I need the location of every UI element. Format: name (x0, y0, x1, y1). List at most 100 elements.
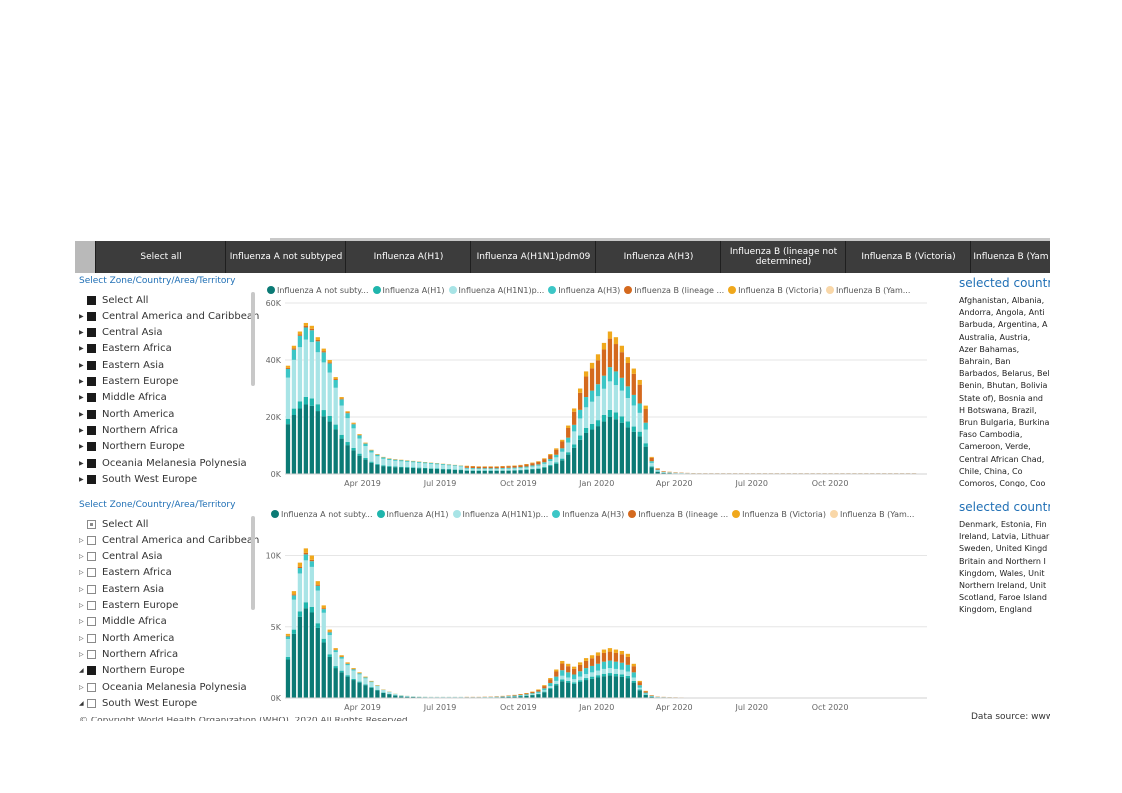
expand-arrow-icon[interactable]: ▶ (79, 394, 84, 402)
checkbox-icon[interactable] (87, 584, 96, 594)
slicer2-item[interactable]: ▷ North America (79, 630, 174, 646)
expand-arrow-icon[interactable]: ▷ (79, 634, 84, 642)
bar-segment (464, 470, 469, 474)
slicer1-item[interactable]: ▶ North America (79, 406, 174, 422)
legend-item[interactable]: Influenza A(H1N1)p... (452, 510, 548, 519)
checkbox-icon[interactable] (87, 442, 96, 452)
checkbox-icon[interactable] (87, 360, 96, 370)
checkbox-icon[interactable] (87, 425, 96, 435)
slicer2-item[interactable]: ▷ Eastern Asia (79, 581, 164, 597)
checkbox-icon[interactable] (87, 535, 96, 545)
expand-arrow-icon[interactable]: ▶ (79, 361, 84, 369)
expand-arrow-icon[interactable]: ▶ (79, 378, 84, 385)
expand-arrow-icon[interactable]: ◢ (79, 667, 84, 675)
slicer1-item[interactable]: ▶ Oceania Melanesia Polynesia (79, 455, 247, 471)
expand-arrow-icon[interactable]: ▷ (79, 569, 84, 577)
legend-item[interactable]: Influenza A(H3) (548, 286, 620, 295)
slicer2-item[interactable]: ◢ Northern Europe (79, 663, 185, 679)
bar-segment (309, 566, 314, 607)
legend-item[interactable]: Influenza A(H1) (376, 510, 449, 519)
slicer1-item[interactable]: ▶ Eastern Europe (79, 374, 178, 390)
checkbox-icon[interactable] (87, 409, 96, 419)
checkbox-icon[interactable] (87, 393, 96, 403)
slicer1-item[interactable]: ▶ South West Europe (79, 471, 197, 487)
checkbox-icon[interactable] (87, 295, 96, 305)
expand-arrow-icon[interactable]: ▶ (79, 459, 84, 467)
checkbox-icon[interactable] (87, 633, 96, 643)
legend-item[interactable]: Influenza B (Victoria) (732, 510, 826, 519)
expand-arrow-icon[interactable]: ▶ (79, 410, 84, 418)
checkbox-icon[interactable] (87, 666, 96, 676)
expand-arrow-icon[interactable]: ▷ (79, 602, 84, 609)
slicer2-item[interactable]: ◢ South West Europe (79, 695, 197, 711)
slicer-2-scrollbar[interactable] (251, 516, 255, 610)
tab-6[interactable]: Influenza B (Victoria) (845, 241, 971, 273)
slicer1-item[interactable]: ▶ Central Asia (79, 325, 163, 341)
slicer1-item[interactable]: ▶ Eastern Asia (79, 357, 164, 373)
checkbox-icon[interactable] (87, 682, 96, 692)
checkbox-icon[interactable] (87, 617, 96, 627)
slicer2-item[interactable]: ▷ Oceania Melanesia Polynesia (79, 679, 247, 695)
legend-item[interactable]: Influenza B (lineage ... (624, 286, 724, 295)
legend-item[interactable]: Influenza A not subty... (267, 286, 369, 295)
expand-arrow-icon[interactable]: ▷ (79, 618, 84, 626)
legend-item[interactable]: Influenza A(H1) (372, 286, 445, 295)
legend-item[interactable]: Influenza B (Yam... (825, 286, 910, 295)
checkbox-icon[interactable] (87, 377, 96, 386)
slicer1-item[interactable]: ▶ Northern Europe (79, 439, 185, 455)
expand-arrow-icon[interactable]: ▷ (79, 585, 84, 593)
checkbox-icon[interactable] (87, 474, 96, 484)
tab-5[interactable]: Influenza B (lineage not determined) (720, 241, 846, 273)
slicer2-item[interactable]: ▷ Eastern Europe (79, 598, 178, 614)
bar-segment (315, 411, 320, 474)
tab-1[interactable]: Influenza A not subtyped (225, 241, 346, 273)
tab-7[interactable]: Influenza B (Yam (970, 241, 1050, 273)
expand-arrow-icon[interactable]: ▷ (79, 536, 84, 544)
checkbox-icon[interactable] (87, 568, 96, 578)
checkbox-icon[interactable] (87, 601, 96, 610)
data-source-text[interactable]: Data source: www. (971, 712, 1050, 721)
expand-arrow-icon[interactable]: ▶ (79, 312, 84, 320)
legend-item[interactable]: Influenza B (Victoria) (728, 286, 822, 295)
legend-item[interactable]: Influenza A(H3) (552, 510, 624, 519)
checkbox-icon[interactable] (87, 519, 96, 529)
bar-segment (613, 649, 619, 653)
checkbox-icon[interactable] (87, 649, 96, 659)
slicer2-item[interactable]: ▷ Middle Africa (79, 614, 167, 630)
slicer1-item[interactable]: ▶ Eastern Africa (79, 341, 172, 357)
tab-4[interactable]: Influenza A(H3) (595, 241, 721, 273)
slicer1-item[interactable]: ▶ Northern Africa (79, 422, 178, 438)
expand-arrow-icon[interactable]: ▶ (79, 475, 84, 483)
expand-arrow-icon[interactable]: ▷ (79, 553, 84, 561)
checkbox-icon[interactable] (87, 344, 96, 354)
slicer2-item[interactable]: ▷ Northern Africa (79, 646, 178, 662)
legend-item[interactable]: Influenza A not subty... (271, 510, 373, 519)
expand-arrow-icon[interactable]: ▶ (79, 329, 84, 337)
slicer2-item[interactable]: ▷ Central Asia (79, 549, 163, 565)
checkbox-icon[interactable] (87, 311, 96, 321)
legend-item[interactable]: Influenza B (lineage ... (628, 510, 728, 519)
checkbox-icon[interactable] (87, 698, 96, 708)
checkbox-icon[interactable] (87, 328, 96, 338)
expand-arrow-icon[interactable]: ▶ (79, 426, 84, 434)
slicer-item-label: Eastern Asia (102, 359, 165, 371)
slicer2-item[interactable]: Select All (79, 516, 148, 532)
tab-3[interactable]: Influenza A(H1N1)pdm09 (470, 241, 596, 273)
legend-item[interactable]: Influenza B (Yam... (829, 510, 914, 519)
expand-arrow-icon[interactable]: ▷ (79, 650, 84, 658)
expand-arrow-icon[interactable]: ▷ (79, 683, 84, 691)
checkbox-icon[interactable] (87, 552, 96, 562)
expand-arrow-icon[interactable]: ◢ (79, 699, 84, 707)
tab-0[interactable]: Select all (95, 241, 226, 273)
expand-arrow-icon[interactable]: ▶ (79, 345, 84, 353)
legend-item[interactable]: Influenza A(H1N1)p... (448, 286, 544, 295)
expand-arrow-icon[interactable]: ▶ (79, 443, 84, 451)
slicer1-item[interactable]: Select All (79, 292, 148, 308)
slicer2-item[interactable]: ▷ Eastern Africa (79, 565, 172, 581)
tab-2[interactable]: Influenza A(H1) (345, 241, 471, 273)
slicer1-item[interactable]: ▶ Central America and Caribbean (79, 308, 259, 324)
slicer1-item[interactable]: ▶ Middle Africa (79, 390, 167, 406)
slicer-1-scrollbar[interactable] (251, 292, 255, 386)
checkbox-icon[interactable] (87, 458, 96, 468)
slicer2-item[interactable]: ▷ Central America and Caribbean (79, 532, 259, 548)
